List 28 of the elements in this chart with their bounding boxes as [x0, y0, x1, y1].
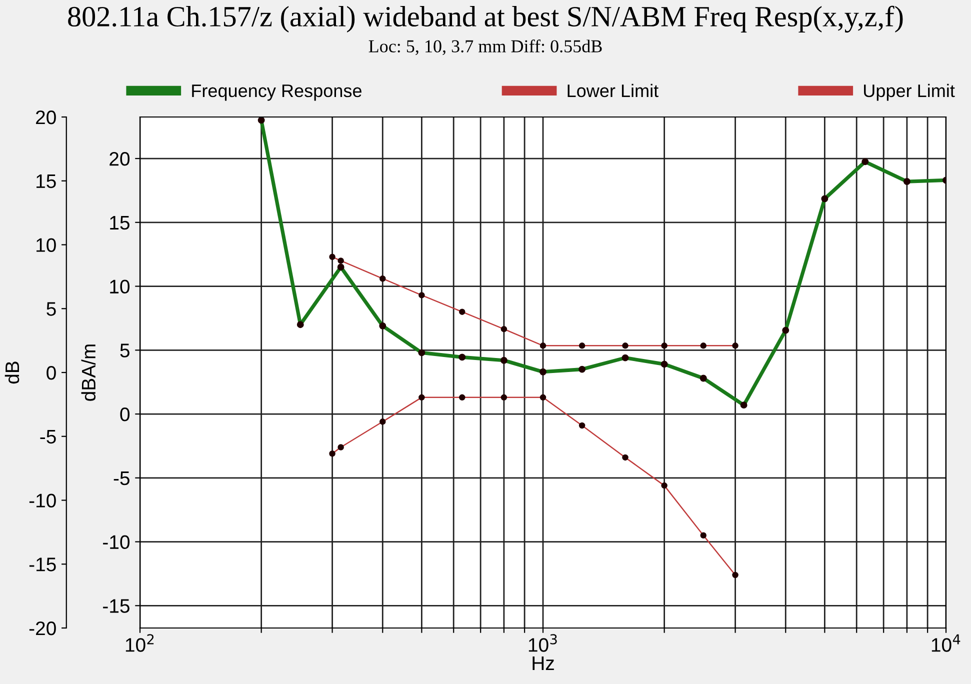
legend-label: Upper Limit: [864, 84, 955, 101]
y-tick-label: 10: [110, 280, 130, 294]
chart-subtitle: Loc: 5, 10, 3.7 mm Diff: 0.55dB: [368, 40, 602, 55]
chart-title: 802.11a Ch.157/z (axial) wideband at best S/N/ABM Freq Resp(x,y,z,f): [68, 6, 903, 33]
y2-tick-label: -5: [40, 430, 56, 444]
y-tick-label: -5: [114, 472, 130, 486]
y2-axis-title: dB: [4, 362, 20, 384]
legend-label: Lower Limit: [568, 84, 658, 98]
legend-label: Frequency Response: [192, 84, 362, 101]
y-tick-label: -15: [103, 599, 130, 613]
y-tick-label: 0: [120, 407, 130, 422]
y-tick-label: -10: [103, 535, 130, 550]
y2-tick-label: -15: [29, 558, 56, 572]
x-axis-title: Hz: [532, 656, 554, 670]
x-tick-label: 10$^{3}$: [528, 634, 557, 652]
y2-tick-label: 15: [36, 174, 56, 188]
y2-tick-label: 0: [46, 366, 56, 380]
y-tick-label: 15: [110, 216, 130, 230]
y2-tick-label: -20: [29, 621, 56, 636]
y2-tick-label: -10: [29, 494, 56, 508]
y2-tick-label: 20: [36, 110, 56, 124]
x-tick-label: 10$^{2}$: [126, 634, 154, 652]
x-tick-label: 10$^{4}$: [932, 634, 960, 652]
y2-tick-label: 10: [36, 238, 56, 252]
y-tick-label: 20: [110, 152, 130, 166]
y-axis-title: dBA/m: [81, 344, 96, 401]
y-tick-label: 5: [120, 344, 130, 358]
y2-tick-label: 5: [46, 302, 56, 316]
